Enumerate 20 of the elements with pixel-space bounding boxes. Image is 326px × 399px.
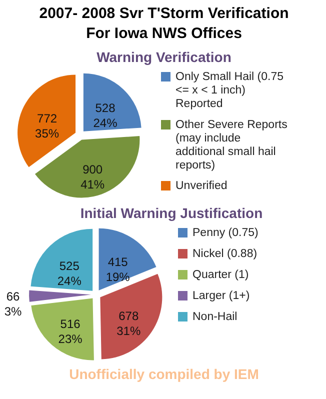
data-label: 66 3% bbox=[4, 289, 22, 318]
data-label: 525 24% bbox=[57, 258, 82, 288]
legend-label: Other Severe Reports (may include additional small hail reports) bbox=[176, 118, 288, 172]
text: Unofficially compiled by IEM bbox=[69, 366, 259, 382]
legend-label: Penny (0.75) bbox=[192, 226, 259, 239]
data-label: 415 19% bbox=[106, 255, 130, 284]
legend-label: Nickel (0.88) bbox=[192, 248, 258, 260]
chart-title: Initial Warning Justification bbox=[80, 205, 263, 221]
data-label: 900 41% bbox=[80, 162, 105, 192]
legend-label: Unverified bbox=[176, 180, 228, 192]
data-label: 772 35% bbox=[35, 111, 60, 140]
legend-label: Non-Hail bbox=[192, 310, 238, 323]
data-label: 516 23% bbox=[58, 316, 83, 346]
legend-label: Only Small Hail (0.75 <= x < 1 inch) Reported bbox=[176, 70, 284, 110]
data-label: 678 31% bbox=[116, 309, 141, 338]
chart-subtitle: Warning Verification bbox=[96, 49, 232, 65]
data-label: 528 24% bbox=[93, 101, 118, 130]
chart-title: 2007- 2008 Svr T'Storm Verification For Iowa NWS Offices bbox=[39, 5, 289, 42]
legend-label: Quarter (1) bbox=[192, 268, 249, 281]
legend-label: Larger (1+) bbox=[192, 290, 250, 302]
